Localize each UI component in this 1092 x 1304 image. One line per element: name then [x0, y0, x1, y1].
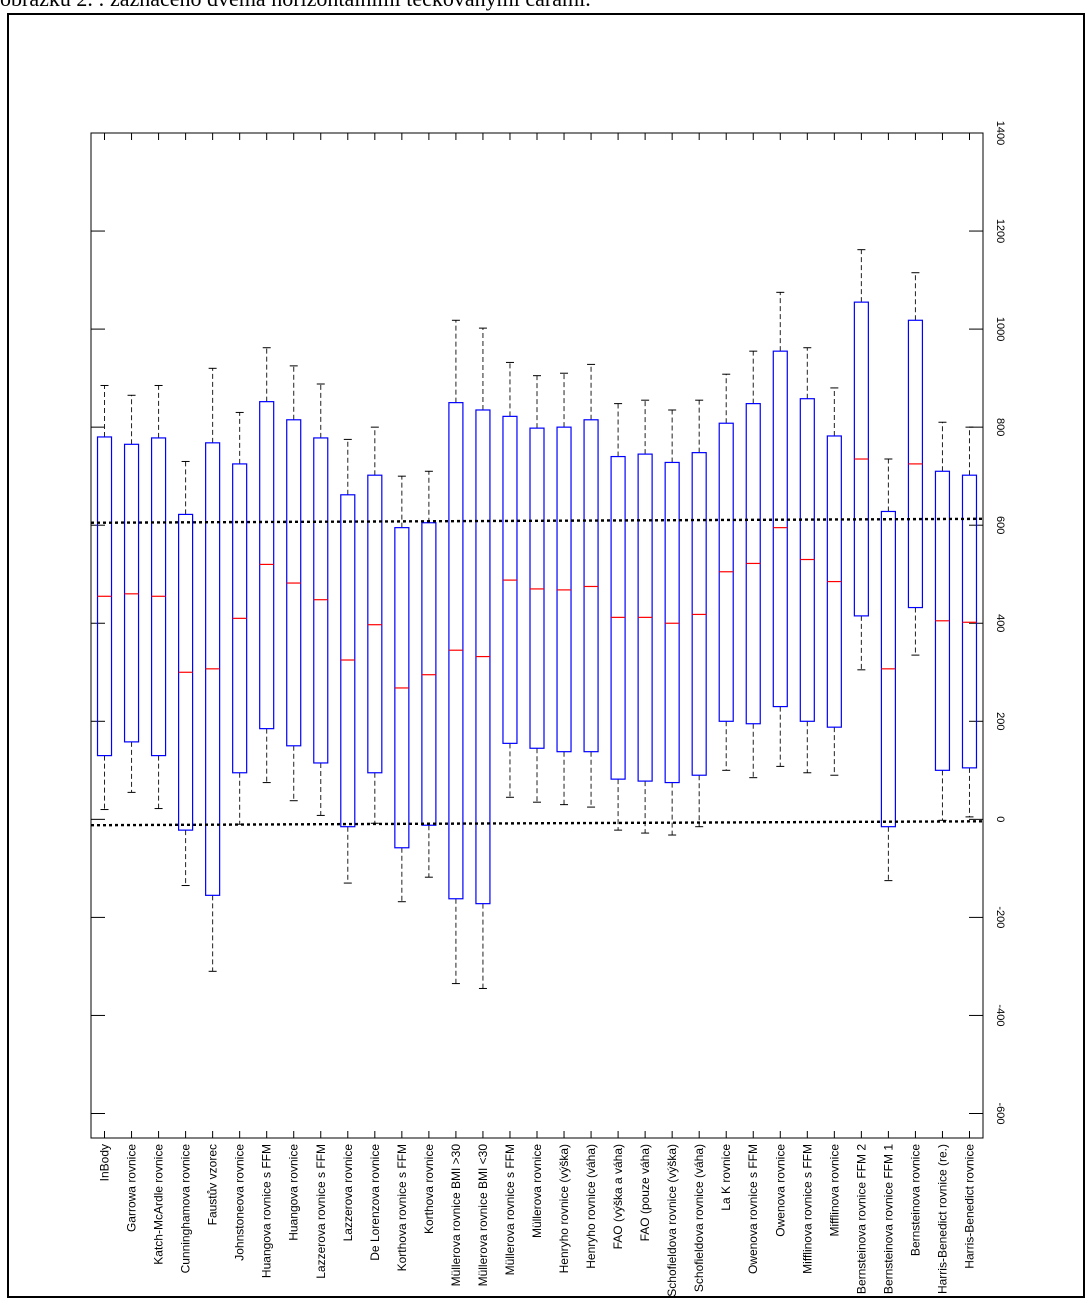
- category-label: De Lorenzova rovnice: [368, 1144, 382, 1261]
- boxes-layer: [96, 249, 978, 989]
- value-tick-label: 0: [994, 816, 1006, 822]
- category-label: Harris-Benedict rovnice (re.): [935, 1144, 949, 1294]
- reference-line: [90, 820, 984, 827]
- value-tick-label: -600: [994, 1102, 1006, 1124]
- category-label: Lazzerova rovnice: [341, 1144, 355, 1242]
- value-tick-label: 400: [994, 614, 1006, 632]
- category-label: Owenova rovnice: [773, 1144, 787, 1237]
- category-label: Müllerova rovnice BMI >30: [449, 1144, 463, 1287]
- category-label: Henryho rovnice (výška): [557, 1144, 571, 1273]
- labels-layer: -600 -400 -200 0 200 400 600 800 1000 1200 1400 InB…: [98, 121, 1006, 1297]
- box-iqr: [259, 401, 275, 730]
- box-iqr: [340, 494, 356, 828]
- value-tick-label: 1200: [994, 219, 1006, 243]
- category-label: FAO (pouze váha): [638, 1144, 652, 1241]
- category-label: InBody: [98, 1144, 112, 1181]
- category-label: Müllerova rovnice s FFM: [503, 1144, 517, 1275]
- reference-lines-layer: [90, 517, 984, 827]
- category-label: Bernsteinova rovnice FFM 1: [881, 1144, 895, 1294]
- category-label: Bernsteinova rovnice FFM 2: [854, 1144, 868, 1294]
- category-label: La K rovnice: [719, 1144, 733, 1211]
- category-label: Mifflinova rovnice: [827, 1144, 841, 1237]
- box-iqr: [421, 522, 437, 826]
- category-label: Garrowa rovnice: [125, 1144, 139, 1232]
- value-tick-label: 1000: [994, 317, 1006, 341]
- category-label: Korthova rovnice: [422, 1144, 436, 1234]
- category-label: Henryho rovnice (váha): [584, 1144, 598, 1269]
- category-label: Johnstoneova rovnice: [233, 1144, 247, 1261]
- category-label: Müllerova rovnice: [530, 1144, 544, 1238]
- plot-area-border: [90, 132, 984, 1139]
- category-label: Schofieldova rovnice (váha): [692, 1144, 706, 1292]
- box-iqr: [961, 474, 978, 769]
- box-iqr: [583, 419, 599, 753]
- category-label: Huangova rovnice s FFM: [260, 1144, 274, 1278]
- value-tick-label: -200: [994, 906, 1006, 928]
- category-label: Cunninghamova rovnice: [179, 1144, 193, 1274]
- value-tick-label: 800: [994, 418, 1006, 436]
- category-label: Katch-McArdle rovnice: [152, 1144, 166, 1265]
- value-tick-label: -400: [994, 1004, 1006, 1026]
- category-label: Korthova rovnice s FFM: [395, 1144, 409, 1271]
- box-iqr: [367, 474, 383, 774]
- category-label: Bernsteinova rovnice: [908, 1144, 922, 1256]
- category-label: Mifflinova rovnice s FFM: [800, 1144, 814, 1274]
- box-iqr: [529, 427, 545, 749]
- figure-frame: [7, 13, 1085, 1298]
- category-label: Müllerova rovnice BMI <30: [476, 1144, 490, 1287]
- box-iqr: [772, 350, 788, 708]
- box-iqr: [664, 461, 680, 784]
- category-label: Schofieldova rovnice (výška): [665, 1144, 679, 1297]
- value-tick-label: 1400: [994, 121, 1006, 145]
- box-iqr: [123, 443, 140, 743]
- category-label: Owenova rovnice s FFM: [746, 1144, 760, 1274]
- reference-line: [90, 517, 984, 524]
- axes-layer: [90, 132, 984, 1139]
- value-tick-label: 600: [994, 516, 1006, 534]
- category-label: Faustův vzorec: [206, 1144, 220, 1225]
- category-label: Harris-Benedict rovnice: [962, 1144, 976, 1269]
- figure-caption: obrázku 2. : zaznačeno dvěma horizontáln…: [0, 0, 1092, 16]
- category-label: FAO (výška a váha): [611, 1144, 625, 1249]
- category-label: Lazzerova rovnice s FFM: [314, 1144, 328, 1279]
- category-label: Huangova rovnice: [287, 1144, 301, 1241]
- box-iqr: [313, 437, 329, 764]
- value-tick-label: 200: [994, 712, 1006, 730]
